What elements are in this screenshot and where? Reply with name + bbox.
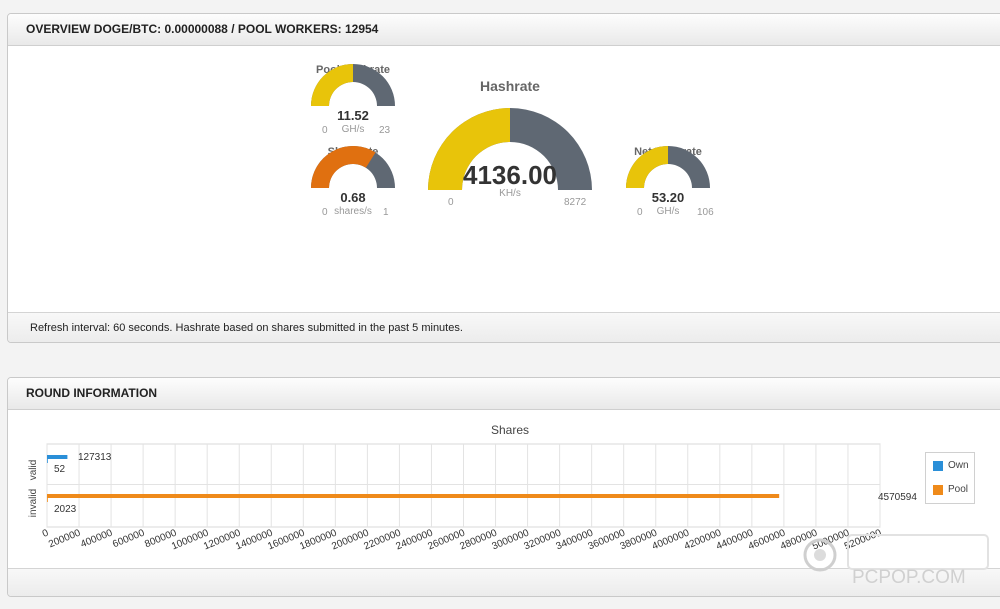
round-header: ROUND INFORMATION	[8, 378, 1000, 410]
sharerate-fill	[311, 146, 376, 188]
hashrate-gauge: Hashrate 4136.00 KH/s 0 8272	[428, 74, 592, 224]
net-hashrate-gauge: Net Hashrate 53.20 GH/s 0 106	[623, 146, 714, 236]
sharerate-min: 0	[322, 207, 328, 218]
net-hashrate-max: 106	[697, 207, 714, 218]
hashrate-max: 8272	[564, 197, 587, 208]
pool-hashrate-gauge: Pool Hashrate 11.52 GH/s 0 23	[308, 64, 398, 154]
overview-footer: Refresh interval: 60 seconds. Hashrate b…	[8, 312, 1000, 342]
hashrate-dial	[428, 108, 592, 190]
sharerate-unit: shares/s	[334, 206, 372, 217]
net-hashrate-unit: GH/s	[656, 206, 680, 217]
pool-hashrate-value: 11.52	[337, 108, 369, 123]
legend-swatch-own	[933, 461, 943, 471]
net_hashrate-fill	[626, 146, 668, 188]
legend-label-pool: Pool	[948, 484, 969, 495]
sharerate-max: 1	[383, 207, 389, 218]
sharerate-gauge: Sharerate 0.68 shares/s 0 1	[308, 146, 398, 236]
sharerate-dial	[311, 146, 395, 188]
refresh-note: Refresh interval: 60 seconds. Hashrate b…	[30, 322, 463, 334]
hashrate-title: Hashrate	[480, 78, 540, 94]
hashrate-fill	[428, 108, 510, 190]
pool-hashrate-dial	[311, 64, 395, 106]
pool-hashrate-min: 0	[322, 125, 328, 136]
watermark-text: PCPOP.COM	[852, 567, 966, 588]
chart-legend: Own Pool	[925, 452, 975, 504]
net-hashrate-min: 0	[637, 207, 643, 218]
net-hashrate-value: 53.20	[651, 190, 685, 205]
overview-title: OVERVIEW DOGE/BTC: 0.00000088 / POOL WOR…	[26, 22, 379, 36]
hashrate-value: 4136.00	[463, 160, 557, 190]
pool-hashrate-max: 23	[379, 125, 391, 136]
sharerate-value: 0.68	[340, 190, 366, 205]
net-hashrate-dial	[626, 146, 710, 188]
legend-label-own: Own	[948, 460, 969, 471]
overview-panel: OVERVIEW DOGE/BTC: 0.00000088 / POOL WOR…	[7, 13, 1000, 343]
round-footer	[8, 568, 1000, 596]
pcpop-watermark: PCPOP.COM	[800, 525, 1000, 604]
legend-swatch-pool	[933, 485, 943, 495]
watermark-logo: PCPOP.COM	[803, 534, 989, 588]
hashrate-min: 0	[448, 197, 454, 208]
round-title: ROUND INFORMATION	[26, 386, 158, 400]
pool-hashrate-unit: GH/s	[341, 124, 365, 135]
hashrate-unit: KH/s	[499, 188, 521, 199]
overview-header: OVERVIEW DOGE/BTC: 0.00000088 / POOL WOR…	[8, 14, 1000, 46]
pool_hashrate-fill	[311, 64, 353, 106]
